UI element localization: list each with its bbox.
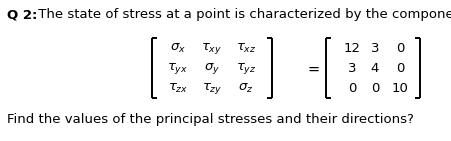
Text: The state of stress at a point is characterized by the components:: The state of stress at a point is charac… (34, 8, 451, 21)
Text: 0: 0 (396, 41, 404, 55)
Text: 0: 0 (371, 81, 379, 94)
Text: 4: 4 (371, 61, 379, 74)
Text: $\tau_{zx}$: $\tau_{zx}$ (168, 81, 188, 95)
Text: $\tau_{xz}$: $\tau_{xz}$ (236, 41, 256, 55)
Text: $\tau_{yz}$: $\tau_{yz}$ (236, 60, 256, 75)
Text: Find the values of the principal stresses and their directions?: Find the values of the principal stresse… (7, 113, 414, 126)
Text: $=$: $=$ (305, 60, 321, 75)
Text: 3: 3 (371, 41, 379, 55)
Text: $\sigma_x$: $\sigma_x$ (170, 41, 186, 55)
Text: 3: 3 (348, 61, 356, 74)
Text: 12: 12 (344, 41, 360, 55)
Text: $\sigma_y$: $\sigma_y$ (204, 60, 220, 75)
Text: 0: 0 (396, 61, 404, 74)
Text: $\tau_{xy}$: $\tau_{xy}$ (202, 40, 222, 56)
Text: 10: 10 (391, 81, 409, 94)
Text: $\tau_{zy}$: $\tau_{zy}$ (202, 81, 222, 95)
Text: Q 2:: Q 2: (7, 8, 37, 21)
Text: 0: 0 (348, 81, 356, 94)
Text: $\tau_{yx}$: $\tau_{yx}$ (167, 60, 189, 75)
Text: $\sigma_z$: $\sigma_z$ (238, 81, 254, 95)
